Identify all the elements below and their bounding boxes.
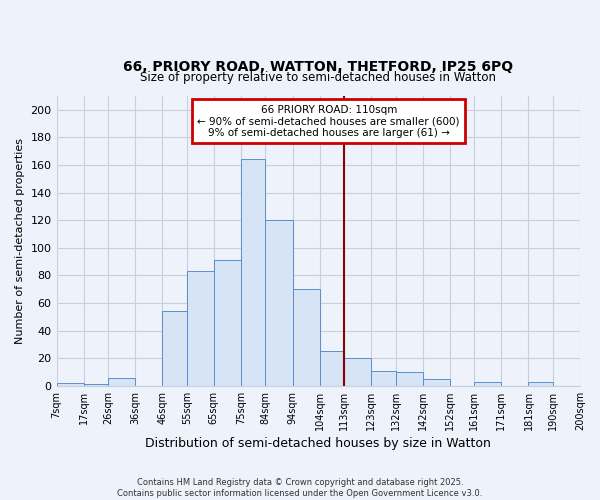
Bar — [265, 220, 293, 386]
Bar — [395, 372, 422, 386]
Bar — [320, 352, 344, 386]
Bar — [56, 383, 83, 386]
Bar — [474, 382, 502, 386]
Bar — [108, 378, 135, 386]
Y-axis label: Number of semi-detached properties: Number of semi-detached properties — [15, 138, 25, 344]
Title: 66, PRIORY ROAD, WATTON, THETFORD, IP25 6PQ: 66, PRIORY ROAD, WATTON, THETFORD, IP25 … — [123, 60, 514, 74]
Bar — [422, 379, 450, 386]
Bar — [371, 370, 395, 386]
Bar — [344, 358, 371, 386]
Text: Contains HM Land Registry data © Crown copyright and database right 2025.
Contai: Contains HM Land Registry data © Crown c… — [118, 478, 482, 498]
Bar — [529, 382, 553, 386]
X-axis label: Distribution of semi-detached houses by size in Watton: Distribution of semi-detached houses by … — [145, 437, 491, 450]
Bar — [83, 384, 108, 386]
Bar — [293, 289, 320, 386]
Text: 66 PRIORY ROAD: 110sqm
← 90% of semi-detached houses are smaller (600)
9% of sem: 66 PRIORY ROAD: 110sqm ← 90% of semi-det… — [197, 104, 460, 138]
Bar — [163, 312, 187, 386]
Bar — [187, 272, 214, 386]
Text: Size of property relative to semi-detached houses in Watton: Size of property relative to semi-detach… — [140, 72, 496, 85]
Bar — [214, 260, 241, 386]
Bar — [241, 160, 265, 386]
